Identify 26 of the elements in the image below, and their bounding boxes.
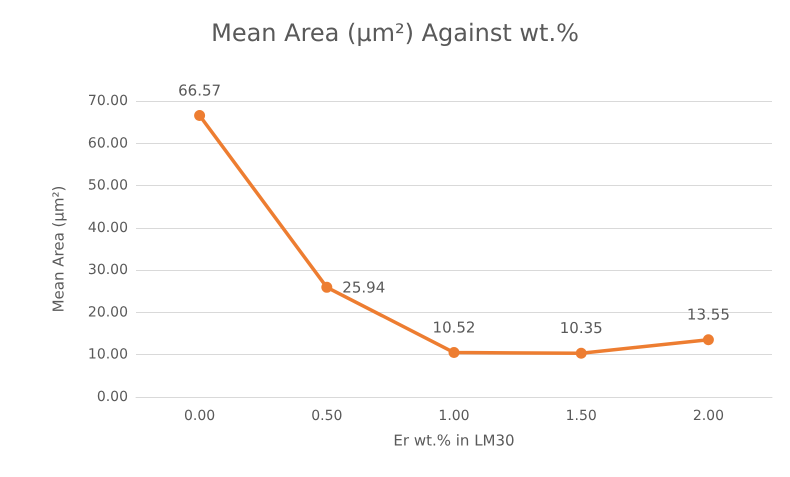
- point: [448, 347, 460, 358]
- data-label: 10.35: [560, 319, 603, 338]
- x-tick-label: 1.00: [438, 408, 470, 424]
- point: [194, 110, 206, 121]
- chart-title: Mean Area (µm²) Against wt.%: [211, 19, 579, 47]
- y-tick-label: 20.00: [88, 304, 128, 320]
- point: [702, 334, 714, 346]
- y-tick-label: 60.00: [88, 135, 128, 152]
- data-label: 66.57: [178, 82, 222, 100]
- x-tick-label: 1.50: [566, 408, 597, 424]
- data-label: 25.94: [342, 278, 386, 296]
- y-tick-label: 50.00: [88, 178, 128, 194]
- y-tick-label: 10.00: [88, 346, 128, 363]
- data-label: 13.55: [686, 306, 730, 324]
- y-tick-label: 70.00: [88, 93, 128, 109]
- y-tick-label: 40.00: [88, 220, 128, 236]
- point: [321, 282, 332, 293]
- x-tick-label: 0.50: [311, 408, 342, 424]
- point: [576, 348, 587, 359]
- x-tick-label: 2.00: [692, 408, 724, 424]
- y-tick-label: 30.00: [88, 262, 128, 278]
- x-tick-label: 0.00: [184, 408, 216, 424]
- data-label: 10.52: [432, 318, 476, 337]
- y-tick-label: 0.00: [96, 389, 128, 405]
- x-axis-title: Er wt.% in LM30: [393, 432, 515, 450]
- y-axis-title: Mean Area (µm²): [50, 186, 68, 312]
